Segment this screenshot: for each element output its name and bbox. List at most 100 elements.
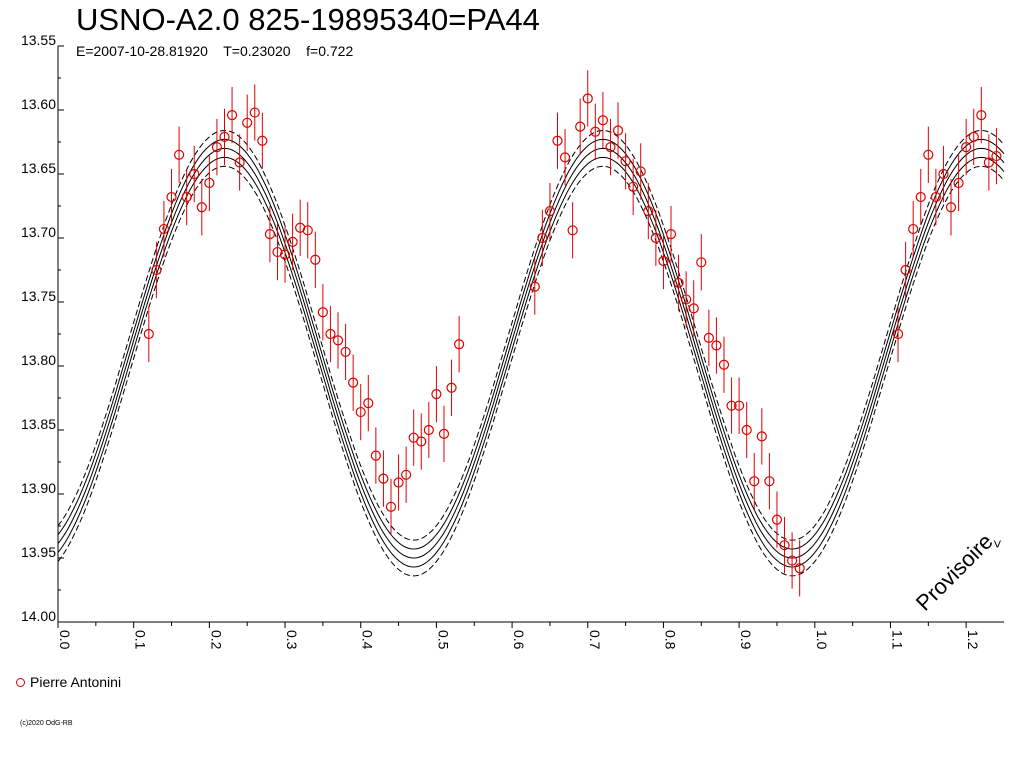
point-marker [257,135,268,146]
data-point [900,241,911,299]
data-point [597,92,608,149]
point-marker [559,152,571,163]
point-marker [416,436,427,447]
data-point [219,108,230,166]
legend: Pierre Antonini [16,674,121,690]
data-point [287,213,298,270]
point-marker [143,328,154,340]
point-marker [620,156,631,167]
data-point [173,126,185,183]
point-marker [734,400,745,411]
point-marker [438,428,450,439]
chart-axes [57,45,1004,628]
data-point [257,112,268,169]
point-marker [446,382,457,393]
data-point [272,223,283,281]
point-marker [234,157,245,168]
point-marker [938,168,949,180]
point-marker [643,206,654,217]
data-point [234,134,245,191]
point-marker [991,150,1002,162]
point-marker [658,255,669,267]
y-tick-label: 13.80 [21,352,56,368]
point-marker [915,191,926,203]
point-marker [423,424,434,436]
data-point [968,108,979,166]
data-point [688,280,699,337]
x-tick-label: 0.8 [662,630,678,650]
point-marker [590,126,601,137]
model-curve-outer-upper [57,129,1005,541]
data-point [786,532,798,589]
y-tick-label: 13.75 [21,288,56,304]
data-point [923,126,934,183]
data-point [612,102,624,159]
point-marker [771,514,783,525]
data-point [348,354,359,411]
data-point [673,254,684,311]
data-point [242,94,253,151]
point-marker [923,149,934,160]
model-curve-mean [57,147,1005,559]
data-point [718,336,730,393]
data-point [582,70,593,127]
model-curve-inner-lower [57,156,1005,568]
data-point [264,206,276,263]
data-point [681,271,692,328]
data-point [438,405,450,462]
y-tick-label: 13.70 [21,224,56,240]
x-tick-label: 0.1 [133,630,149,650]
data-point [529,258,540,315]
data-point [590,103,601,160]
data-points [143,70,1002,597]
point-marker [794,563,805,574]
data-point [544,182,556,240]
data-point [393,454,404,511]
data-point [915,168,926,226]
point-marker [302,225,313,236]
point-marker [385,501,397,512]
data-point [665,206,677,263]
model-curve-inner-upper [57,138,1005,550]
y-tick-label: 13.55 [21,32,56,48]
data-point [310,231,321,288]
data-point [945,179,957,236]
point-marker [930,191,941,203]
data-point [332,312,344,369]
point-marker [355,406,366,418]
data-point [151,241,162,299]
data-point [771,491,783,548]
point-marker [612,125,624,136]
point-marker [718,359,730,370]
data-point [983,134,994,191]
point-marker [537,232,548,244]
point-marker [325,328,336,340]
data-point [454,316,465,373]
data-point [378,450,389,507]
x-tick-label: 0.9 [738,630,754,650]
data-point [158,200,170,258]
data-point [317,284,328,341]
model-curve-outer-lower [57,165,1005,577]
point-marker [378,473,389,484]
point-marker [393,477,404,488]
point-marker [953,177,964,189]
point-marker [892,328,904,340]
point-marker [703,332,714,343]
data-point [302,202,313,259]
legend-marker-icon [16,677,25,687]
chart-subtitle: E=2007-10-28.81920 T=0.23020 f=0.722 [76,43,354,59]
point-marker [779,540,790,551]
x-tick-label: 0.7 [587,630,603,650]
point-marker [242,117,253,128]
data-point [961,118,972,176]
point-marker [226,110,238,121]
point-marker [189,168,200,180]
point-marker [529,281,540,292]
data-point [446,359,457,416]
point-marker [635,166,646,177]
data-point [605,118,616,176]
point-marker [552,135,563,146]
data-point [196,179,207,236]
